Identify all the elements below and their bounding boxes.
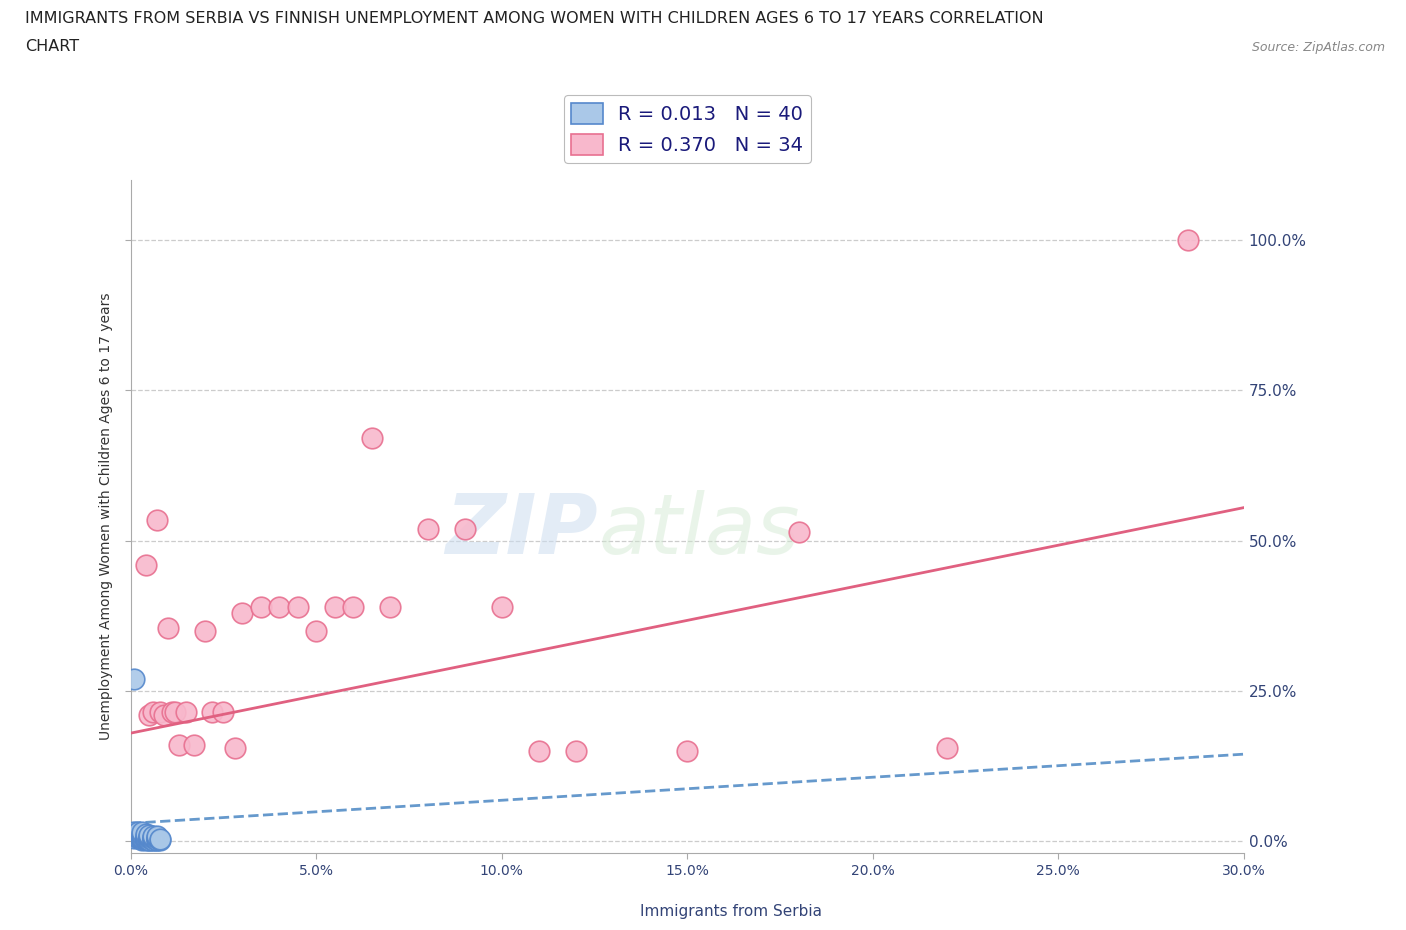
Point xyxy=(135,830,157,845)
Point xyxy=(124,830,146,845)
Point xyxy=(131,827,153,842)
Point xyxy=(135,827,157,842)
Point xyxy=(138,832,160,847)
Point xyxy=(142,832,165,847)
Point xyxy=(323,600,346,615)
Point xyxy=(127,830,149,845)
Point xyxy=(138,830,160,845)
Point xyxy=(165,705,187,720)
Point xyxy=(201,705,224,720)
Point xyxy=(1177,232,1199,247)
Point xyxy=(224,740,246,755)
Point xyxy=(127,825,149,840)
Point xyxy=(138,828,160,843)
Point xyxy=(142,830,165,845)
Point xyxy=(131,832,153,847)
Point xyxy=(142,829,165,844)
Point xyxy=(135,831,157,846)
Point xyxy=(176,705,198,720)
Point xyxy=(305,623,328,638)
Point xyxy=(145,832,167,847)
Text: IMMIGRANTS FROM SERBIA VS FINNISH UNEMPLOYMENT AMONG WOMEN WITH CHILDREN AGES 6 : IMMIGRANTS FROM SERBIA VS FINNISH UNEMPL… xyxy=(25,11,1043,26)
Point xyxy=(360,431,382,445)
Point xyxy=(149,832,172,847)
Point xyxy=(145,830,167,845)
Point xyxy=(138,832,160,847)
Point xyxy=(145,830,167,844)
Point xyxy=(135,828,157,843)
Point xyxy=(212,705,235,720)
Point xyxy=(342,600,364,615)
Point xyxy=(135,557,157,572)
Point xyxy=(131,831,153,846)
Point xyxy=(453,521,475,536)
Point xyxy=(135,832,157,847)
Point xyxy=(936,740,959,755)
Text: ZIP: ZIP xyxy=(446,489,598,571)
Point xyxy=(269,600,291,615)
Text: Source: ZipAtlas.com: Source: ZipAtlas.com xyxy=(1251,41,1385,54)
Point xyxy=(127,827,149,842)
Point xyxy=(138,708,160,723)
Point xyxy=(131,830,153,844)
Point xyxy=(145,512,167,527)
Point xyxy=(167,737,190,752)
Point xyxy=(142,830,165,844)
Text: CHART: CHART xyxy=(25,39,79,54)
Point xyxy=(231,605,253,620)
Text: Immigrants from Serbia: Immigrants from Serbia xyxy=(640,904,823,919)
Point xyxy=(416,521,439,536)
Point xyxy=(156,620,179,635)
Point xyxy=(491,600,513,615)
Point xyxy=(131,830,153,845)
Point xyxy=(142,832,165,847)
Point xyxy=(127,828,149,843)
Point xyxy=(194,623,217,638)
Point xyxy=(287,600,309,615)
Point xyxy=(160,705,183,720)
Point xyxy=(142,705,165,720)
Point xyxy=(124,825,146,840)
Point xyxy=(145,829,167,844)
Point xyxy=(138,830,160,844)
Point xyxy=(787,525,810,539)
Point xyxy=(135,830,157,844)
Point xyxy=(149,705,172,720)
Point xyxy=(527,744,550,759)
Text: atlas: atlas xyxy=(598,489,800,571)
Point xyxy=(249,600,271,615)
Point xyxy=(676,744,699,759)
Point xyxy=(124,828,146,843)
Point xyxy=(127,830,149,844)
Point xyxy=(124,671,146,686)
Point xyxy=(565,744,588,759)
Point xyxy=(138,829,160,844)
Point xyxy=(131,825,153,840)
Point xyxy=(153,708,176,723)
Point xyxy=(131,828,153,843)
Point xyxy=(183,737,205,752)
Y-axis label: Unemployment Among Women with Children Ages 6 to 17 years: Unemployment Among Women with Children A… xyxy=(100,293,114,740)
Legend: R = 0.013   N = 40, R = 0.370   N = 34: R = 0.013 N = 40, R = 0.370 N = 34 xyxy=(564,96,811,163)
Point xyxy=(149,831,172,846)
Point xyxy=(380,600,402,615)
Point xyxy=(145,832,167,847)
